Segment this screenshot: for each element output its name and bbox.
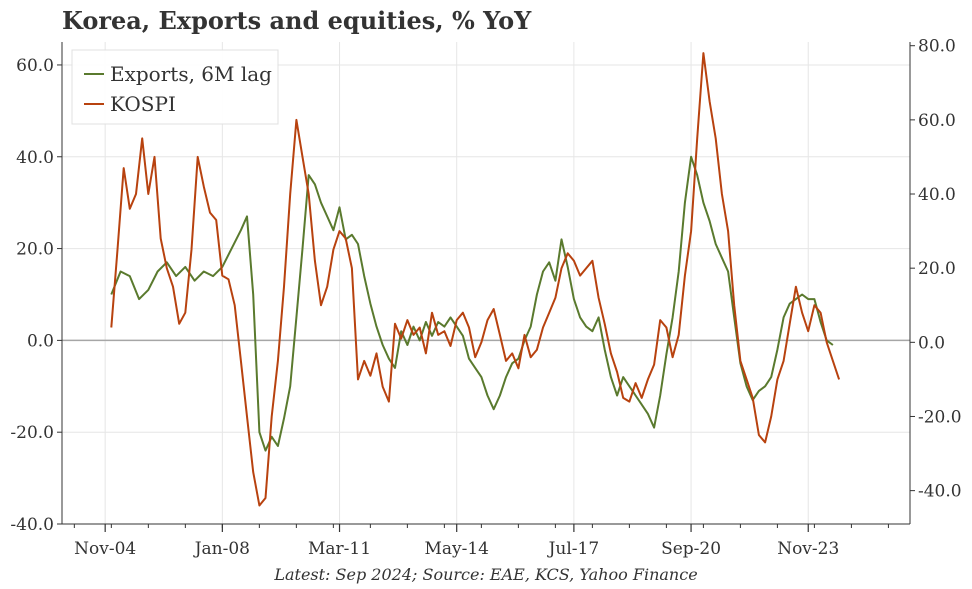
x-tick-label: May-14 [424,539,489,559]
series-line-kospi [110,52,841,507]
x-tick-label: Nov-23 [777,539,839,559]
legend-label: KOSPI [110,92,176,116]
series-lines [110,52,841,507]
y-right-tick-label: 60.0 [918,111,956,131]
plot-area: Nov-04 Jan-08 Mar-11 May-14 Jul-17 Sep-20 Nov-… [10,37,961,559]
y-left-tick-label: 60.0 [16,56,54,76]
y-right-tick-label: 20.0 [918,259,956,279]
y-right-tick-label: 80.0 [918,37,956,57]
x-tick-label: Sep-20 [661,539,721,559]
x-tick-label: Jul-17 [547,539,600,559]
y-left-tick-label: -40.0 [10,515,54,535]
y-right-tick-label: -20.0 [918,407,962,427]
x-tick-label: Mar-11 [308,539,371,559]
x-tick-label: Nov-04 [74,539,136,559]
y-left-tick-label: 40.0 [16,148,54,168]
legend-box [71,49,279,125]
y-left-tick-label: 0.0 [27,331,54,351]
y-left-tick-label: -20.0 [10,423,54,443]
axes: Nov-04 Jan-08 Mar-11 May-14 Jul-17 Sep-20 Nov-… [10,37,961,559]
legend-label: Exports, 6M lag [110,62,272,86]
series-line-exports-6m-lag [110,155,834,452]
y-right-tick-label: -40.0 [918,482,962,502]
x-tick-label: Jan-08 [193,539,250,559]
source-note: Latest: Sep 2024; Source: EAE, KCS, Yaho… [274,565,698,584]
y-left-tick-label: 20.0 [16,240,54,260]
chart-title: Korea, Exports and equities, % YoY [62,6,532,35]
legend: Exports, 6M lag KOSPI [71,49,279,125]
y-right-tick-label: 0.0 [918,333,945,353]
y-right-tick-label: 40.0 [918,185,956,205]
